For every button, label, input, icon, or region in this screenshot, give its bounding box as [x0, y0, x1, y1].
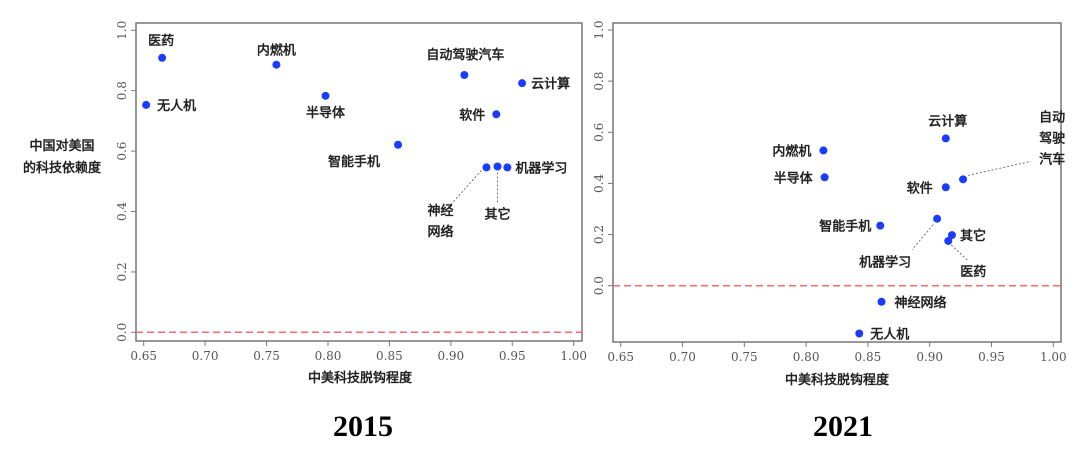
point-label: 其它 — [485, 207, 511, 223]
point-label: 半导体 — [774, 170, 814, 186]
point-label: 神经网络 — [894, 295, 946, 311]
point-label: 医药 — [960, 264, 986, 280]
point-label: 其它 — [960, 228, 986, 244]
scatter-panel-2015: 0.65 0.70 0.75 0.80 0.85 0.90 0.95 1.00 0.0 0.2 0.… — [23, 21, 587, 443]
x-tick-label: 0.70 — [669, 350, 696, 364]
data-point — [272, 60, 281, 69]
y-tick-label: 1.0 — [592, 20, 606, 39]
point-label: 机器学习 — [515, 160, 567, 176]
point-label: 自动 — [1039, 109, 1065, 125]
data-point — [877, 297, 886, 306]
data-point — [503, 163, 512, 172]
x-tick-label: 0.95 — [978, 350, 1005, 364]
data-point — [933, 214, 942, 223]
x-tick-label: 0.80 — [315, 349, 342, 363]
data-point — [820, 173, 829, 182]
point-label: 软件 — [459, 107, 485, 123]
data-point — [876, 221, 885, 230]
x-tick-label: 0.85 — [376, 349, 403, 363]
point-label: 智能手机 — [819, 219, 871, 235]
plot-frame — [612, 22, 1062, 343]
x-tick-label: 0.80 — [793, 350, 820, 364]
data-point — [959, 175, 968, 184]
point-label: 内燃机 — [772, 143, 811, 159]
data-point — [941, 183, 950, 192]
data-point — [518, 79, 527, 88]
leader-line — [445, 170, 482, 211]
y-tick-label: 0.8 — [115, 81, 129, 100]
x-tick-label: 0.70 — [192, 349, 219, 363]
leader-line — [911, 224, 934, 250]
y-tick-label: 0.4 — [592, 174, 606, 193]
y-tick-label: 0.2 — [115, 262, 129, 281]
point-label: 自动驾驶汽车 — [426, 47, 504, 63]
point-label: 神经 — [427, 203, 453, 219]
point-label: 半导体 — [306, 105, 346, 121]
point-label: 网络 — [427, 224, 453, 240]
point-label: 内燃机 — [257, 43, 296, 59]
panel-title: 2015 — [333, 410, 393, 443]
data-point — [493, 162, 502, 171]
data-point — [947, 231, 956, 240]
y-tick-label: 0.6 — [592, 123, 606, 142]
x-tick-label: 0.85 — [855, 350, 882, 364]
y-tick-label: 0.6 — [115, 142, 129, 161]
data-point — [819, 146, 828, 155]
plot-frame — [135, 22, 583, 342]
y-axis-label: 的科技依赖度 — [23, 160, 102, 176]
y-tick-label: 0.8 — [592, 72, 606, 91]
x-tick-label: 1.00 — [1040, 350, 1067, 364]
y-tick-label: 0.4 — [115, 202, 129, 221]
scatter-panel-2021: 0.65 0.70 0.75 0.80 0.85 0.90 0.95 1.00 0.0 0.2 0.… — [592, 20, 1067, 443]
x-tick-label: 0.65 — [607, 350, 634, 364]
point-label: 云计算 — [928, 113, 967, 129]
x-tick-label: 0.90 — [437, 349, 464, 363]
data-point — [460, 70, 469, 79]
leader-line — [950, 244, 968, 261]
y-tick-label: 0.0 — [592, 276, 606, 295]
point-label: 无人机 — [869, 327, 909, 343]
data-point — [941, 134, 950, 143]
x-tick-label: 0.75 — [253, 349, 280, 363]
data-point — [482, 163, 491, 172]
panel-title: 2021 — [813, 410, 873, 443]
point-label: 无人机 — [156, 98, 196, 114]
point-label: 机器学习 — [859, 255, 911, 271]
point-label: 智能手机 — [328, 154, 380, 170]
y-tick-label: 0.0 — [115, 323, 129, 342]
y-tick-label: 0.2 — [592, 225, 606, 244]
y-tick-label: 1.0 — [115, 21, 129, 40]
data-point — [142, 100, 151, 109]
data-point — [158, 53, 167, 62]
x-tick-label: 0.95 — [499, 349, 526, 363]
x-tick-label: 0.75 — [731, 350, 758, 364]
point-label: 汽车 — [1039, 151, 1065, 167]
data-point — [394, 140, 403, 149]
data-point — [321, 91, 330, 100]
x-tick-label: 0.65 — [130, 349, 157, 363]
leader-line — [967, 160, 1032, 176]
x-tick-label: 1.00 — [560, 349, 587, 363]
x-axis-label: 中美科技脱钩程度 — [785, 372, 890, 388]
x-tick-label: 0.90 — [916, 350, 943, 364]
point-label: 云计算 — [531, 76, 570, 92]
point-label: 软件 — [907, 180, 933, 196]
y-axis-label: 中国对美国 — [29, 138, 94, 154]
x-axis-label: 中美科技脱钩程度 — [308, 370, 413, 386]
data-point — [855, 329, 864, 338]
point-label: 医药 — [148, 33, 174, 49]
data-point — [492, 110, 501, 119]
data-point — [944, 236, 953, 245]
point-label: 驾驶 — [1039, 130, 1065, 146]
